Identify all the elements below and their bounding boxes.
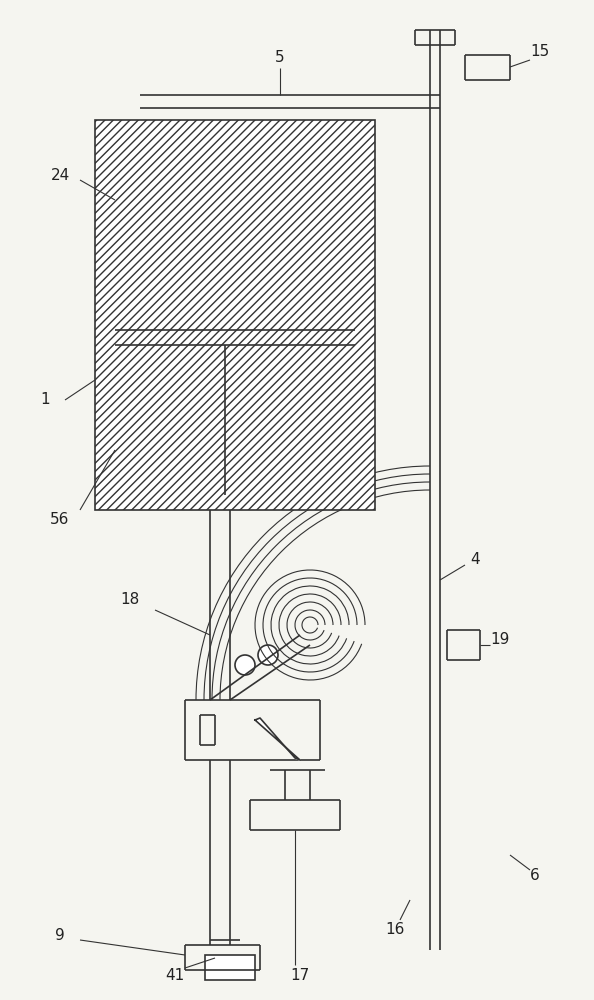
Text: 17: 17 — [290, 968, 309, 982]
Text: 19: 19 — [490, 633, 510, 648]
Bar — [115, 345, 355, 495]
Text: 5: 5 — [275, 50, 285, 66]
Polygon shape — [255, 718, 300, 760]
Circle shape — [235, 655, 255, 675]
Text: 16: 16 — [386, 922, 405, 938]
Bar — [115, 135, 355, 330]
Bar — [115, 345, 225, 495]
Bar — [205, 955, 255, 980]
Text: 4: 4 — [470, 552, 480, 568]
Text: 15: 15 — [530, 44, 549, 60]
Text: 1: 1 — [40, 392, 50, 408]
Text: 18: 18 — [121, 592, 140, 607]
Text: 41: 41 — [165, 968, 185, 982]
Text: 24: 24 — [50, 167, 69, 182]
Bar — [95, 120, 375, 510]
Text: 56: 56 — [50, 512, 69, 528]
Circle shape — [258, 645, 278, 665]
Text: 9: 9 — [55, 928, 65, 942]
Text: 6: 6 — [530, 867, 540, 882]
